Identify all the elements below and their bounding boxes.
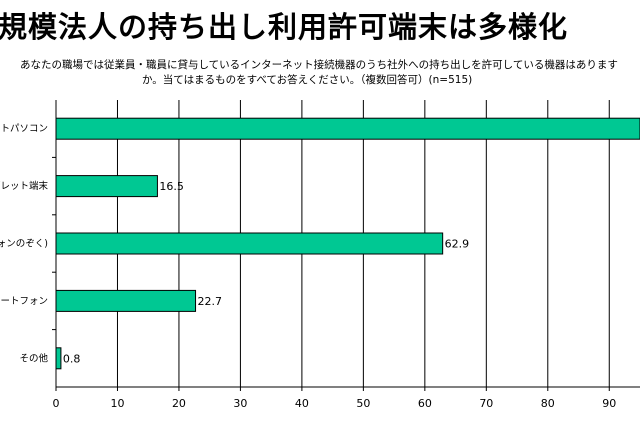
value-label: 22.7 [198, 295, 223, 308]
question-line-1: あなたの職場では従業員・職員に貸与しているインターネット接続機器のうち社外への持… [20, 59, 618, 71]
category-label: マートフォン [0, 296, 48, 307]
category-label: フォンのぞく) [0, 239, 48, 250]
category-label: ブレット端末 [0, 180, 48, 192]
chart-title: 規模法人の持ち出し利用許可端末は多様化 [0, 10, 569, 44]
x-tick-label: 30 [233, 397, 247, 410]
x-tick-label: 20 [172, 397, 186, 410]
x-tick-label: 0 [53, 397, 60, 410]
bar [55, 175, 158, 198]
bar [55, 289, 197, 312]
x-tick-label: 60 [418, 397, 432, 410]
bar [55, 347, 62, 370]
x-tick-label: 90 [602, 397, 616, 410]
bar [55, 117, 640, 140]
category-label: その他 [19, 352, 48, 364]
x-tick-label: 70 [479, 397, 493, 410]
value-label: 62.9 [445, 238, 470, 251]
x-tick-label: 10 [110, 397, 124, 410]
x-tick-label: 40 [295, 397, 309, 410]
survey-question: あなたの職場では従業員・職員に貸与しているインターネット接続機器のうち社外への持… [0, 58, 640, 88]
bar [55, 232, 444, 255]
value-label: 16.5 [159, 180, 184, 193]
value-label: 0.8 [63, 352, 80, 365]
x-tick-label: 80 [541, 397, 555, 410]
category-label: ートパソコン [0, 124, 48, 135]
x-tick-label: 50 [356, 397, 370, 410]
question-line-2: か。当てはまるものをすべてお答えください。（複数回答可）(n=515) [142, 74, 473, 86]
